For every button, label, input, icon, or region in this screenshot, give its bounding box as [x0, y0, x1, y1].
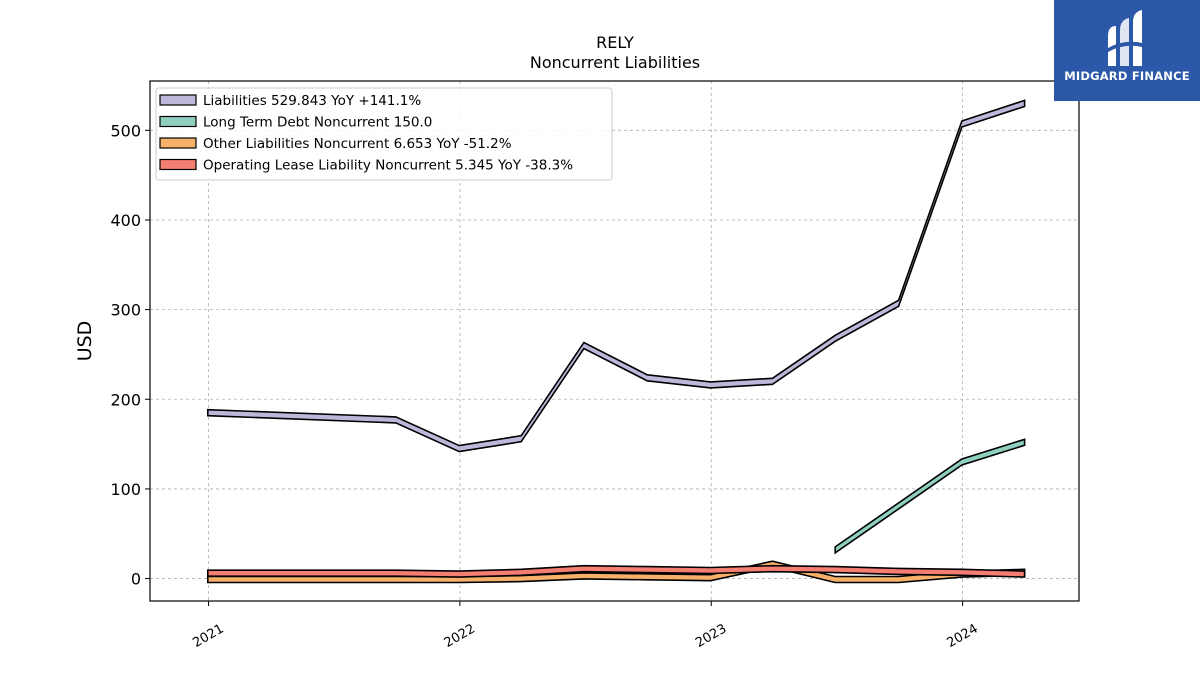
x-tick-label: 2023	[693, 621, 729, 651]
legend-swatch	[159, 94, 197, 106]
legend-label: Liabilities 529.843 YoY +141.1%	[203, 93, 421, 109]
y-tick-label: 500	[110, 121, 141, 140]
y-tick-label: 0	[131, 570, 141, 589]
legend-swatch	[159, 115, 197, 128]
y-axis: 0 100 200 300 400 500	[110, 121, 150, 589]
legend-swatch	[159, 158, 197, 171]
y-tick-label: 100	[110, 480, 141, 499]
brand-name: MIDGARD FINANCE	[1064, 69, 1190, 83]
brand-logo: MIDGARD FINANCE	[1054, 0, 1200, 101]
chart-title: RELY	[596, 33, 634, 52]
y-tick-label: 400	[110, 211, 141, 230]
x-tick-label: 2024	[944, 621, 980, 651]
legend-label: Operating Lease Liability Noncurrent 5.3…	[203, 158, 573, 174]
legend-swatch	[159, 137, 197, 149]
legend: Liabilities 529.843 YoY +141.1% Long Term…	[155, 87, 613, 181]
series-band-2	[834, 438, 1026, 555]
series-band-4	[207, 564, 1026, 578]
legend-label: Other Liabilities Noncurrent 6.653 YoY -…	[203, 136, 512, 152]
series-band-1	[207, 99, 1026, 453]
x-axis: 2021 2022 2023 2024	[190, 601, 981, 651]
axes-frame	[149, 80, 1080, 602]
x-tick-label: 2021	[190, 621, 226, 651]
logo-icon	[1108, 10, 1146, 66]
legend-label: Long Term Debt Noncurrent 150.0	[203, 115, 432, 131]
chart-subtitle: Noncurrent Liabilities	[530, 53, 700, 72]
plot-area	[207, 99, 1026, 584]
legend-box	[155, 87, 613, 181]
y-tick-label: 200	[110, 390, 141, 409]
y-tick-label: 300	[110, 301, 141, 320]
x-tick-label: 2022	[442, 621, 478, 651]
y-axis-label: USD	[74, 321, 96, 362]
